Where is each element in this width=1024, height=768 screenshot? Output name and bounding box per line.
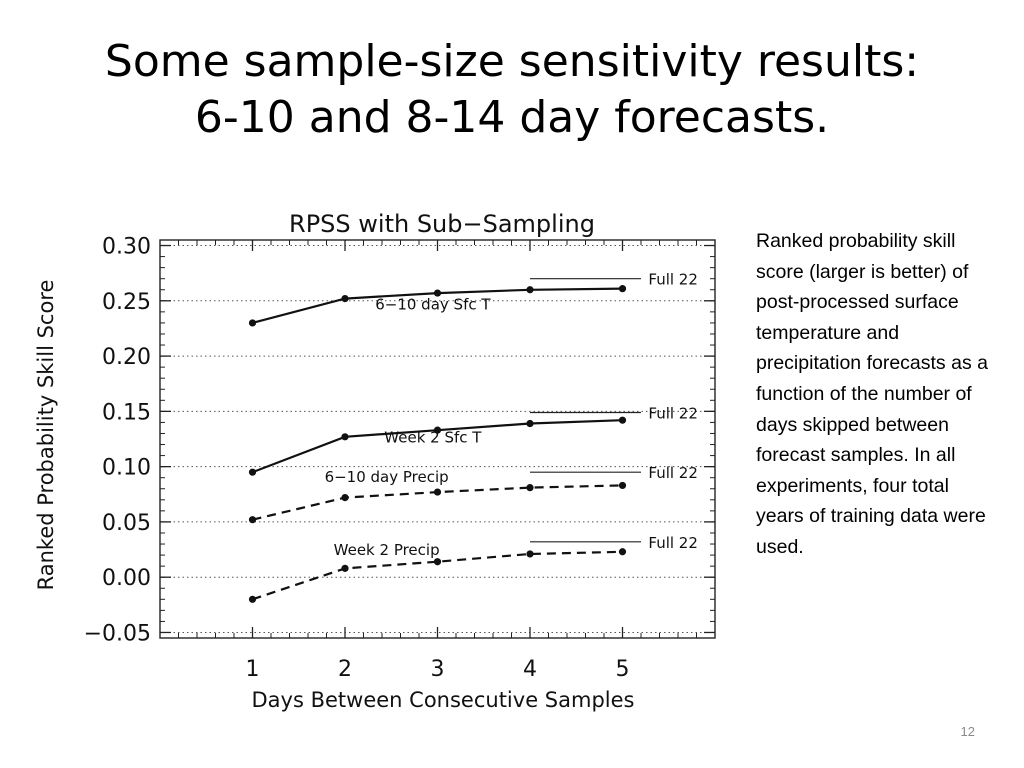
data-point-3-2 <box>433 558 442 566</box>
y-tick-label-3: 0.15 <box>102 400 151 425</box>
data-point-3-0 <box>248 595 257 603</box>
data-point-0-4 <box>618 285 627 293</box>
series-label-1: Week 2 Sfc T <box>384 428 482 446</box>
series-label-0: 6−10 day Sfc T <box>375 296 491 314</box>
data-point-2-0 <box>248 516 257 524</box>
data-point-3-4 <box>618 548 627 556</box>
slide-caption: Ranked probability skill score (larger i… <box>756 230 988 558</box>
series-label-2: 6−10 day Precip <box>325 468 449 486</box>
y-tick-label-6: 0.00 <box>102 566 151 591</box>
rpss-chart: RPSS with Sub−Sampling Ranked Probabilit… <box>34 210 716 712</box>
y-tick-label-7: −0.05 <box>84 621 151 646</box>
axes: 0.30 0.25 0.20 0.15 0.10 0.05 0.00 −0.05 1 2 3 4 5 <box>84 235 716 682</box>
full22-label-1: Full 22 <box>648 404 698 422</box>
data-point-2-1 <box>341 493 349 502</box>
x-tick-label-4: 5 <box>616 657 630 682</box>
series-line-3 <box>252 550 623 601</box>
slide-number: 12 <box>960 724 975 739</box>
y-tick-label-1: 0.25 <box>102 290 151 315</box>
data-point-0-3 <box>526 286 534 294</box>
x-tick-label-3: 4 <box>523 657 537 682</box>
data-point-0-0 <box>248 319 257 327</box>
x-tick-label-1: 2 <box>338 657 352 682</box>
data-point-1-4 <box>618 416 627 424</box>
x-tick-label-2: 3 <box>431 657 445 682</box>
data-point-2-2 <box>433 488 442 496</box>
data-point-3-3 <box>526 550 534 558</box>
y-tick-label-4: 0.10 <box>102 456 151 481</box>
full22-label-2: Full 22 <box>648 464 698 482</box>
x-tick-label-0: 1 <box>246 657 260 682</box>
data-point-1-3 <box>526 419 534 428</box>
data-point-1-2 <box>433 426 442 434</box>
data-point-3-1 <box>341 564 349 572</box>
x-axis-label: Days Between Consecutive Samples <box>252 688 635 712</box>
series-labels: 6−10 day Sfc T Week 2 Sfc T 6−10 day Preci… <box>325 296 492 559</box>
y-tick-label-5: 0.05 <box>102 511 151 536</box>
data-point-2-3 <box>526 484 534 492</box>
full22-label-3: Full 22 <box>648 534 698 552</box>
slide-title-line-1: Some sample-size sensitivity results: <box>104 36 920 87</box>
data-points <box>248 285 627 603</box>
y-tick-label-0: 0.30 <box>102 235 151 260</box>
data-point-2-4 <box>618 481 627 490</box>
full22-reference-lines: Full 22 Full 22 Full 22 Full 22 <box>530 271 698 552</box>
slide-title: Some sample-size sensitivity results: 6-… <box>0 34 1024 146</box>
series-label-3: Week 2 Precip <box>334 541 440 559</box>
data-point-0-2 <box>433 289 442 297</box>
chart-title: RPSS with Sub−Sampling <box>289 210 595 238</box>
data-point-1-1 <box>341 433 349 441</box>
full22-label-0: Full 22 <box>648 271 698 289</box>
y-axis-label: Ranked Probability Skill Score <box>34 280 58 591</box>
data-point-1-0 <box>248 468 257 476</box>
slide-title-line-2: 6-10 and 8-14 day forecasts. <box>194 92 830 143</box>
data-point-0-1 <box>341 294 349 303</box>
y-tick-label-2: 0.20 <box>102 345 151 370</box>
